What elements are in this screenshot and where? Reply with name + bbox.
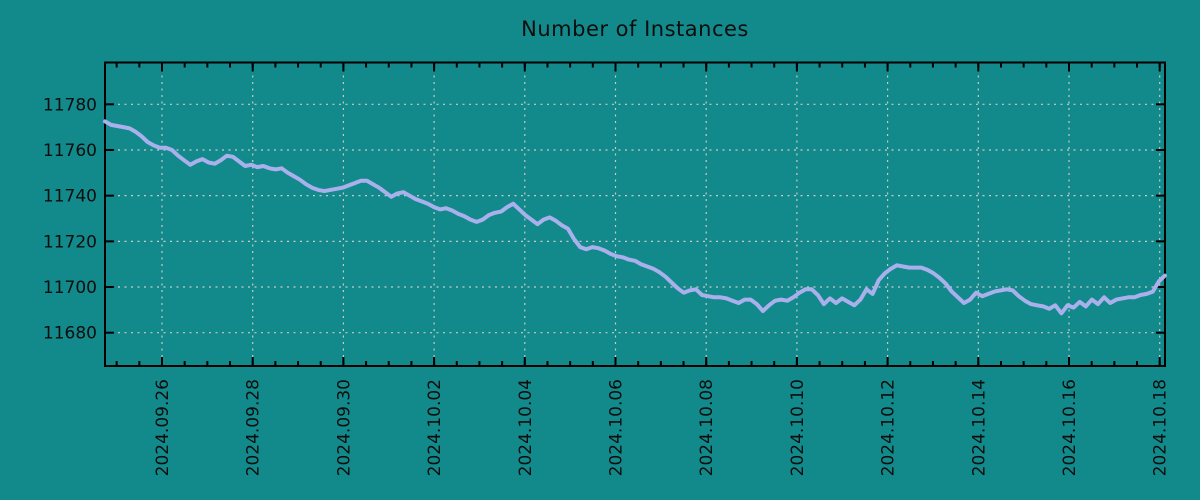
x-tick-label: 2024.10.02	[425, 379, 445, 476]
x-tick-label: 2024.10.10	[788, 379, 808, 476]
x-tick-label: 2024.09.30	[334, 379, 354, 476]
x-tick-label: 2024.10.08	[697, 379, 717, 476]
y-tick-label: 11740	[43, 187, 97, 207]
x-tick-label: 2024.10.04	[516, 379, 536, 476]
series-line-instances	[103, 119, 1167, 316]
x-tick-label: 2024.09.28	[244, 379, 264, 476]
x-tick-label: 2024.10.06	[607, 379, 627, 476]
x-tick-label: 2024.10.14	[969, 379, 989, 476]
y-tick-label: 11760	[43, 141, 97, 161]
x-tick-label: 2024.10.16	[1060, 379, 1080, 476]
y-tick-label: 11680	[43, 324, 97, 344]
x-tick-label: 2024.10.12	[879, 379, 899, 476]
x-tick-label: 2024.10.18	[1151, 379, 1171, 476]
x-tick-label: 2024.09.26	[153, 379, 173, 476]
y-tick-label: 11700	[43, 278, 97, 298]
y-tick-label: 11720	[43, 232, 97, 252]
chart-title: Number of Instances	[521, 17, 749, 41]
y-tick-label: 11780	[43, 95, 97, 115]
